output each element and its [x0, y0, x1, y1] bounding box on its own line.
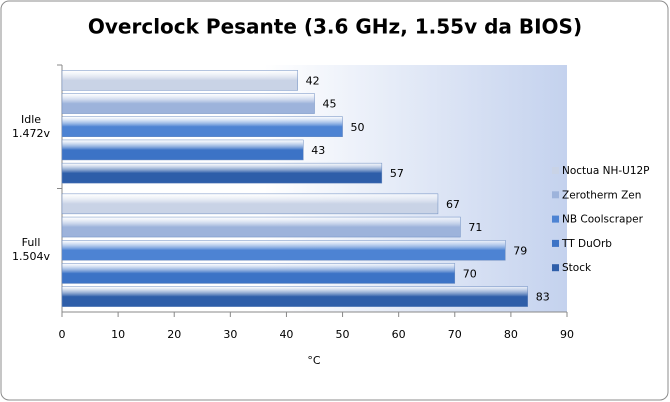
x-tick-label: 0	[59, 328, 66, 341]
x-tick-label: 60	[392, 328, 406, 341]
x-tick-label: 30	[223, 328, 237, 341]
legend-label: NB Coolscraper	[562, 214, 644, 226]
bar	[61, 139, 304, 161]
y-tick-label: Full 1.504v	[11, 236, 50, 264]
value-label: 42	[306, 74, 320, 87]
value-label: 83	[536, 291, 550, 304]
y-tick-label: Idle 1.472v	[11, 112, 50, 140]
value-label: 45	[323, 98, 337, 111]
x-tick-label: 20	[167, 328, 181, 341]
chart-title: Overclock Pesante (3.6 GHz, 1.55v da BIO…	[88, 15, 582, 39]
bar	[61, 93, 315, 114]
value-label: 79	[513, 244, 527, 257]
value-label: 71	[468, 221, 482, 234]
legend-swatch	[552, 191, 559, 199]
legend-swatch	[552, 239, 559, 247]
legend-label: TT DuOrb	[561, 238, 612, 250]
bar	[61, 240, 506, 261]
legend-swatch	[552, 167, 559, 174]
bar	[61, 162, 383, 184]
bar	[61, 116, 343, 137]
legend-swatch	[552, 215, 559, 223]
value-label: 57	[390, 167, 404, 180]
bar	[61, 263, 456, 284]
value-label: 67	[446, 198, 460, 211]
legend-label: Zerotherm Zen	[562, 189, 641, 201]
x-tick-label: 40	[279, 328, 293, 341]
x-tick-label: 70	[448, 328, 462, 341]
legend-swatch	[552, 264, 559, 272]
bar	[61, 193, 439, 215]
bar	[61, 70, 298, 91]
bar	[61, 216, 461, 238]
x-tick-label: 80	[504, 328, 518, 341]
value-label: 50	[351, 121, 365, 134]
legend-label: Noctua NH-U12P	[562, 165, 650, 177]
value-label: 43	[311, 144, 325, 157]
x-axis-label: °C	[307, 354, 321, 367]
value-label: 70	[463, 267, 477, 280]
legend-label: Stock	[562, 262, 592, 274]
x-tick-label: 90	[560, 328, 574, 341]
x-tick-label: 50	[336, 328, 350, 341]
x-tick-label: 10	[111, 328, 125, 341]
bar	[61, 286, 528, 307]
